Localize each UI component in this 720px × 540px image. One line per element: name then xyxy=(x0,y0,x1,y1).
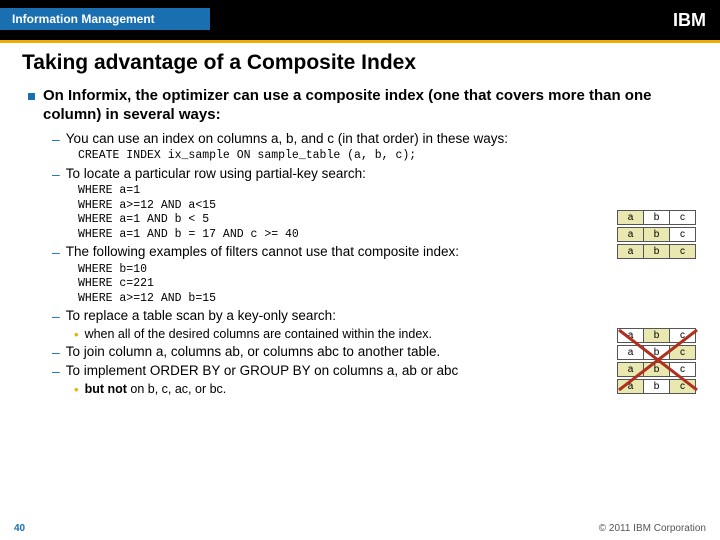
brand-pill: Information Management xyxy=(0,8,210,30)
sub-item-3: – The following examples of filters cann… xyxy=(52,244,698,261)
cell: a xyxy=(618,329,644,343)
cell: c xyxy=(670,245,696,259)
cell: a xyxy=(618,346,644,360)
sub5-text: To join column a, columns ab, or columns… xyxy=(66,344,440,360)
ibm-logo: IBM xyxy=(673,10,706,31)
mini-table: abc xyxy=(617,379,696,394)
slide-title: Taking advantage of a Composite Index xyxy=(22,51,698,75)
cell: b xyxy=(644,346,670,360)
dot1-text: when all of the desired columns are cont… xyxy=(85,327,432,342)
cell: a xyxy=(618,363,644,377)
dash-icon: – xyxy=(52,244,60,261)
dash-icon: – xyxy=(52,131,60,148)
main-bullet-text: On Informix, the optimizer can use a com… xyxy=(43,87,698,125)
table-group-2: abc abc abc abc xyxy=(617,328,696,396)
code-block-1: CREATE INDEX ix_sample ON sample_table (… xyxy=(78,149,698,163)
dot-icon: • xyxy=(74,327,79,343)
sub1-text: You can use an index on columns a, b, an… xyxy=(66,131,508,147)
slide-content: Taking advantage of a Composite Index On… xyxy=(0,43,720,397)
dot-item-2: • but not on b, c, ac, or bc. xyxy=(74,382,698,398)
sub-item-4: – To replace a table scan by a key-only … xyxy=(52,308,698,325)
square-bullet-icon xyxy=(28,93,35,100)
cell: c xyxy=(670,380,696,394)
dash-icon: – xyxy=(52,363,60,380)
cell: c xyxy=(670,228,696,242)
sub6-text: To implement ORDER BY or GROUP BY on col… xyxy=(66,363,458,379)
dash-icon: – xyxy=(52,308,60,325)
sub2-text: To locate a particular row using partial… xyxy=(66,166,366,182)
cell: a xyxy=(618,245,644,259)
sub3-text: The following examples of filters cannot… xyxy=(66,244,459,260)
code-block-2: WHERE a=1 WHERE a>=12 AND a<15 WHERE a=1… xyxy=(78,184,698,242)
dot2-rest: on b, c, ac, or bc. xyxy=(127,382,226,396)
cell: c xyxy=(670,211,696,225)
sub-item-2: – To locate a particular row using parti… xyxy=(52,166,698,183)
mini-table: abc xyxy=(617,210,696,225)
footer: 40 © 2011 IBM Corporation xyxy=(0,523,720,534)
dot-icon: • xyxy=(74,382,79,398)
page-number: 40 xyxy=(14,523,25,534)
dot2-text: but not on b, c, ac, or bc. xyxy=(85,382,227,397)
cell: b xyxy=(644,329,670,343)
header-bar: Information Management IBM xyxy=(0,0,720,40)
mini-table: abc xyxy=(617,362,696,377)
mini-table: abc xyxy=(617,345,696,360)
cell: c xyxy=(670,346,696,360)
mini-table: abc xyxy=(617,244,696,259)
main-bullet: On Informix, the optimizer can use a com… xyxy=(28,87,698,125)
mini-table: abc xyxy=(617,328,696,343)
cell: b xyxy=(644,363,670,377)
code-block-3: WHERE b=10 WHERE c=221 WHERE a>=12 AND b… xyxy=(78,263,698,306)
cell: a xyxy=(618,228,644,242)
cell: b xyxy=(644,211,670,225)
sub-item-5: – To join column a, columns ab, or colum… xyxy=(52,344,698,361)
dash-icon: – xyxy=(52,344,60,361)
sub-item-1: – You can use an index on columns a, b, … xyxy=(52,131,698,148)
cell: b xyxy=(644,380,670,394)
sub-item-6: – To implement ORDER BY or GROUP BY on c… xyxy=(52,363,698,380)
copyright: © 2011 IBM Corporation xyxy=(599,523,706,534)
mini-table: abc xyxy=(617,227,696,242)
cell: c xyxy=(670,363,696,377)
sub4-text: To replace a table scan by a key-only se… xyxy=(66,308,336,324)
brand-text: Information Management xyxy=(12,12,155,26)
dash-icon: – xyxy=(52,166,60,183)
cell: b xyxy=(644,228,670,242)
cell: c xyxy=(670,329,696,343)
cell: a xyxy=(618,211,644,225)
dot-item-1: • when all of the desired columns are co… xyxy=(74,327,698,343)
table-group-1: abc abc abc xyxy=(617,210,696,261)
dot2-bold: but not xyxy=(85,382,127,396)
cell: a xyxy=(618,380,644,394)
cell: b xyxy=(644,245,670,259)
